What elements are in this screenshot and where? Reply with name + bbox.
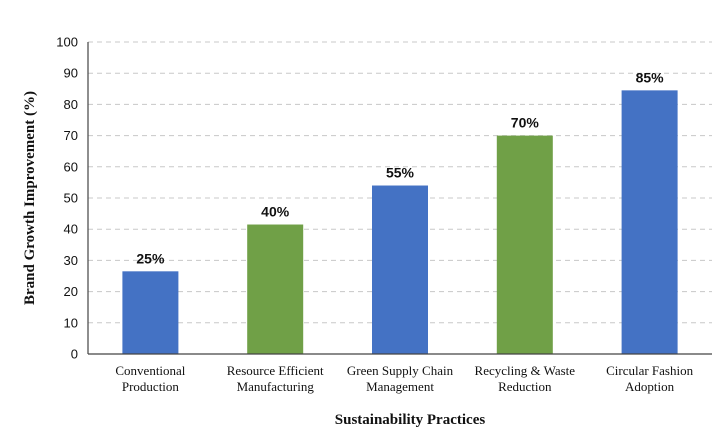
x-axis-title: Sustainability Practices xyxy=(335,412,486,428)
x-tick-label-line: Conventional xyxy=(115,363,185,378)
bar xyxy=(122,271,179,354)
x-tick-label: Conventional Production xyxy=(115,363,185,394)
x-tick-label-line: Production xyxy=(122,379,180,394)
x-tick-label-line: Circular Fashion xyxy=(606,363,694,378)
x-axis-ticks: Conventional Production Resource Efficient… xyxy=(115,363,693,394)
x-tick-label-line: Green Supply Chain xyxy=(347,363,454,378)
y-tick-label: 50 xyxy=(64,191,78,206)
y-tick-label: 100 xyxy=(56,35,78,50)
data-label: 70% xyxy=(511,115,540,131)
y-tick-label: 60 xyxy=(64,159,78,174)
x-tick-label: Resource Efficient Manufacturing xyxy=(227,363,324,394)
y-tick-label: 90 xyxy=(64,66,78,81)
bar xyxy=(621,90,678,355)
y-tick-label: 20 xyxy=(64,284,78,299)
x-tick-label: Recycling & Waste Reduction xyxy=(475,363,576,394)
data-label: 40% xyxy=(261,204,290,220)
x-tick-label-line: Resource Efficient xyxy=(227,363,324,378)
grid-lines xyxy=(88,41,712,324)
y-tick-label: 0 xyxy=(71,347,78,362)
bar xyxy=(496,135,553,354)
x-tick-label-line: Adoption xyxy=(625,379,675,394)
y-axis-ticks: 0 10 20 30 40 50 60 70 80 90 100 xyxy=(56,35,78,362)
y-tick-label: 80 xyxy=(64,97,78,112)
x-tick-label: Circular Fashion Adoption xyxy=(606,363,694,394)
x-tick-label: Green Supply Chain Management xyxy=(347,363,454,394)
x-tick-label-line: Reduction xyxy=(498,379,552,394)
x-tick-label-line: Management xyxy=(366,379,434,394)
y-tick-label: 30 xyxy=(64,253,78,268)
x-tick-label-line: Recycling & Waste xyxy=(475,363,576,378)
y-tick-label: 10 xyxy=(64,315,78,330)
y-axis-title: Brand Growth Improvement (%) xyxy=(22,91,38,305)
data-label: 25% xyxy=(136,250,165,266)
x-tick-label-line: Manufacturing xyxy=(237,379,315,394)
bar xyxy=(372,185,428,354)
data-label: 55% xyxy=(386,165,415,181)
bar xyxy=(247,224,304,354)
y-tick-label: 70 xyxy=(64,128,78,143)
bars xyxy=(122,90,678,355)
data-label: 85% xyxy=(636,69,665,85)
data-labels: 25% 40% 55% 70% 85% xyxy=(136,69,664,266)
y-tick-label: 40 xyxy=(64,222,78,237)
